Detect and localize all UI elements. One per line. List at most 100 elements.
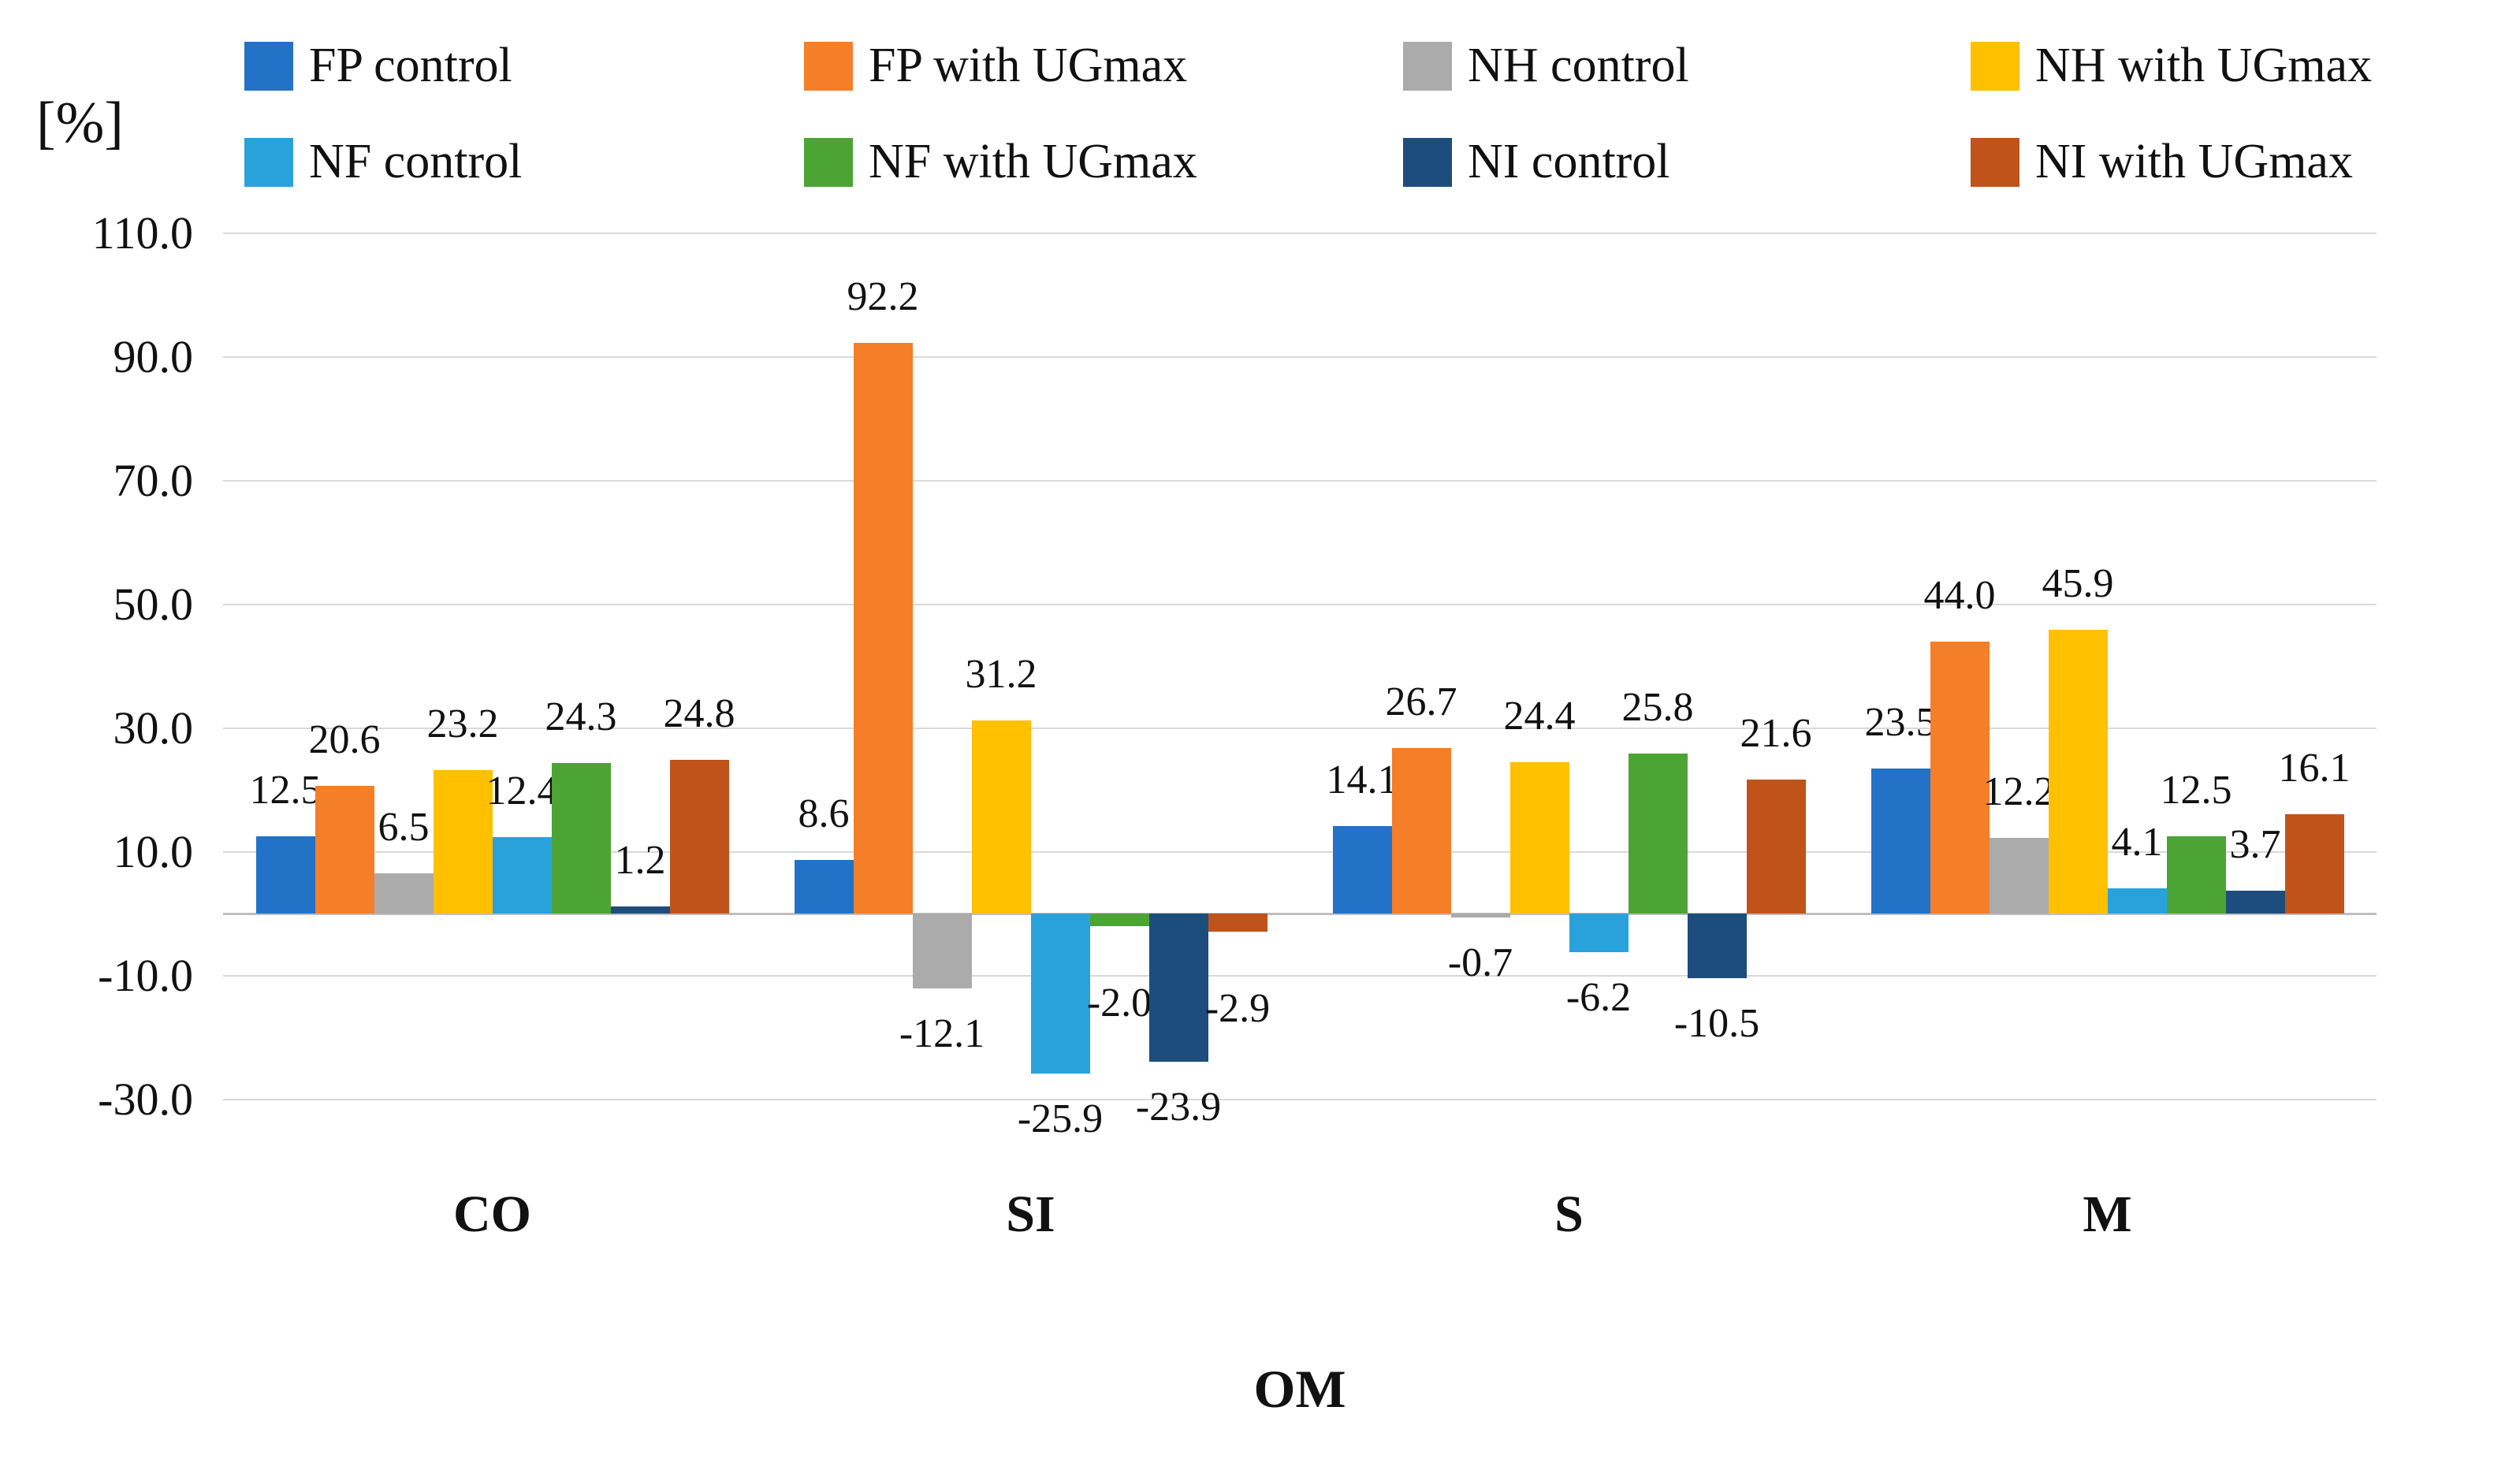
legend-item: NF with UGmax — [804, 134, 1197, 188]
legend-label: NF control — [309, 135, 523, 188]
legend-swatch-icon — [244, 41, 293, 91]
legend-item: NI with UGmax — [1971, 134, 2353, 188]
data-label: 4.1 — [2111, 819, 2163, 865]
data-label: 16.1 — [2278, 745, 2351, 791]
gridline — [223, 1098, 2377, 1100]
bar — [2166, 836, 2226, 914]
data-label: 25.8 — [1621, 685, 1694, 731]
y-tick-label: 10.0 — [113, 825, 194, 877]
data-label: 31.2 — [965, 652, 1037, 698]
bar — [853, 343, 913, 914]
data-label: 20.6 — [308, 717, 381, 763]
bar — [1208, 914, 1267, 932]
bar — [1509, 762, 1569, 914]
y-tick-label: -30.0 — [98, 1073, 193, 1125]
y-tick-label: 50.0 — [113, 578, 194, 630]
gridline — [223, 974, 2377, 977]
bar — [794, 860, 854, 914]
bar — [2048, 629, 2108, 914]
bar — [610, 906, 670, 914]
legend-swatch-icon — [804, 137, 853, 187]
category-label: SI — [1006, 1185, 1055, 1243]
bar — [2225, 890, 2285, 914]
bar — [669, 760, 729, 914]
legend-label: NH with UGmax — [2035, 39, 2373, 92]
data-label: 23.2 — [426, 701, 499, 746]
data-label: 24.8 — [663, 691, 735, 737]
bar — [1746, 780, 1806, 914]
legend-item: FP control — [244, 38, 512, 92]
gridline — [223, 850, 2377, 853]
bar — [1930, 641, 1990, 914]
data-label: 12.4 — [486, 768, 558, 813]
bar — [255, 836, 315, 914]
legend-item: NI control — [1403, 134, 1670, 188]
data-label: 26.7 — [1385, 679, 1457, 725]
bar — [1569, 914, 1629, 952]
category-label: CO — [453, 1185, 531, 1243]
data-label: 45.9 — [2042, 560, 2114, 606]
bar — [433, 769, 493, 914]
data-label: -2.0 — [1086, 980, 1152, 1025]
bar — [1030, 914, 1090, 1074]
y-tick-label: 110.0 — [91, 207, 193, 259]
gridline — [223, 603, 2377, 605]
legend-item: NF control — [244, 134, 523, 188]
legend-label: FP with UGmax — [869, 39, 1188, 92]
bar — [1089, 914, 1149, 926]
bar — [1687, 914, 1747, 979]
data-label: 23.5 — [1864, 699, 1937, 745]
data-label: -23.9 — [1135, 1084, 1222, 1130]
bar — [315, 786, 374, 914]
gridline — [223, 479, 2377, 482]
category-label: S — [1554, 1185, 1584, 1243]
data-label: 44.0 — [1923, 572, 1996, 618]
gridline — [223, 355, 2377, 358]
bar — [374, 873, 434, 914]
bar — [2107, 888, 2167, 914]
legend-item: NH with UGmax — [1971, 38, 2373, 92]
data-label: 21.6 — [1740, 711, 1812, 757]
bar — [492, 836, 552, 914]
legend-label: FP control — [309, 39, 512, 92]
legend-item: FP with UGmax — [804, 38, 1188, 92]
data-label: 8.6 — [798, 791, 850, 837]
data-label: -12.1 — [899, 1011, 985, 1056]
data-label: 12.5 — [2160, 767, 2232, 813]
legend-label: NH control — [1468, 39, 1689, 92]
bar — [1870, 768, 1930, 914]
bar — [912, 914, 972, 988]
legend-label: NI with UGmax — [2035, 135, 2353, 188]
bar — [551, 763, 611, 914]
data-label: -0.7 — [1447, 940, 1513, 986]
x-axis-title: OM — [1253, 1359, 1346, 1419]
gridline — [223, 232, 2377, 234]
bar — [1148, 914, 1208, 1062]
legend-swatch-icon — [1971, 137, 2019, 187]
data-label: -10.5 — [1673, 1001, 1760, 1047]
bar — [1628, 754, 1688, 914]
data-label: 92.2 — [847, 274, 919, 320]
bar — [1989, 838, 2049, 914]
data-label: 24.3 — [545, 694, 617, 740]
legend-label: NF with UGmax — [869, 135, 1197, 188]
data-label: -6.2 — [1565, 974, 1632, 1020]
bar — [1450, 914, 1510, 918]
legend-swatch-icon — [1403, 137, 1452, 187]
gridline — [223, 727, 2377, 729]
y-tick-label: 90.0 — [113, 330, 194, 382]
bar — [1391, 748, 1451, 914]
data-label: 12.2 — [1982, 769, 2055, 815]
data-label: 14.1 — [1326, 757, 1398, 803]
legend-label: NI control — [1468, 135, 1670, 188]
bar — [1332, 826, 1392, 914]
x-axis-line — [223, 913, 2377, 915]
y-axis-unit-label: [%] — [36, 91, 124, 155]
data-label: 24.4 — [1503, 694, 1576, 739]
data-label: -25.9 — [1017, 1096, 1104, 1142]
bar — [2284, 813, 2344, 914]
legend-swatch-icon — [244, 137, 293, 187]
legend-swatch-icon — [804, 41, 853, 91]
data-label: 6.5 — [378, 804, 430, 850]
data-label: 1.2 — [614, 837, 666, 883]
